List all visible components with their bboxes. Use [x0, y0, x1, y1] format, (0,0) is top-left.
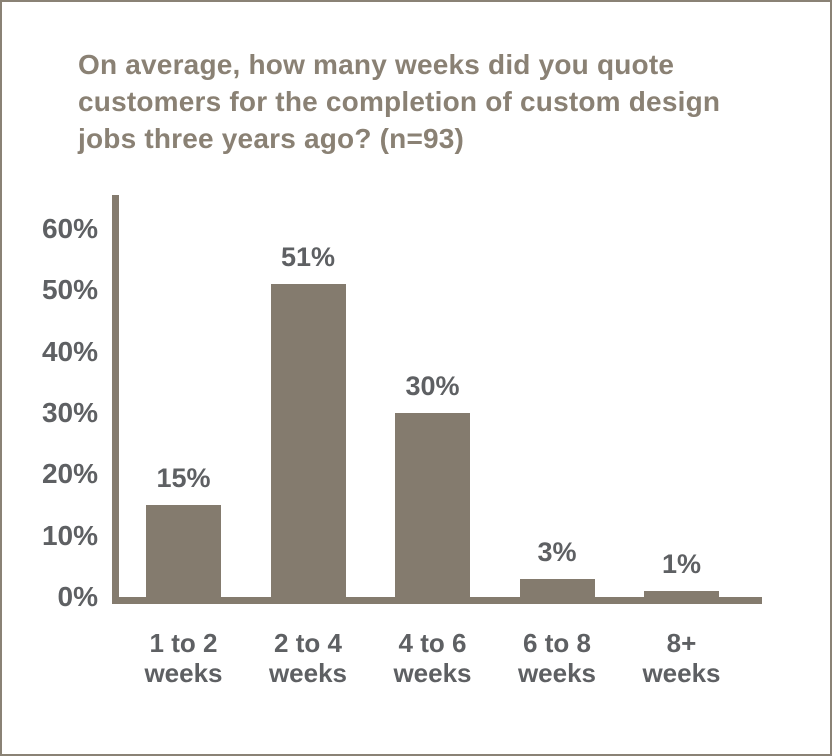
x-category-label: 6 to 8 weeks [495, 628, 619, 688]
chart-title-line-2: customers for the completion of custom d… [78, 86, 721, 117]
x-category-label: 1 to 2 weeks [122, 628, 246, 688]
bar-value-label: 1% [661, 548, 702, 579]
y-tick-label: 50% [41, 274, 98, 306]
x-category-label-line: weeks [517, 658, 597, 688]
x-category-label-line: 4 to 6 [398, 628, 467, 658]
x-category-label: 8+ weeks [620, 628, 744, 688]
bar-8plus-weeks [644, 590, 719, 597]
x-category-label-line: 8+ [666, 628, 697, 658]
bar-value-label: 15% [156, 463, 211, 493]
y-tick-label: 30% [41, 397, 98, 428]
y-tick-label: 60% [41, 213, 98, 244]
chart-title-line-3: jobs three years ago? (n=93) [78, 123, 465, 154]
y-tick-label: 20% [41, 458, 98, 490]
bar-value-label: 3% [537, 536, 577, 567]
x-category-label-line: weeks [268, 658, 348, 688]
x-category-label: 4 to 6 weeks [371, 628, 495, 688]
chart-title: On average, how many weeks did you quote… [78, 46, 720, 157]
bar-4-to-6-weeks [395, 413, 470, 597]
y-tick-label: 10% [41, 519, 98, 551]
x-category-label-line: weeks [642, 658, 721, 688]
y-tick-label: 40% [41, 335, 98, 367]
y-axis-line [112, 195, 119, 604]
x-category-label: 2 to 4 weeks [246, 628, 370, 688]
x-axis-line [112, 597, 762, 604]
bar-1-to-2-weeks [146, 505, 221, 597]
chart-title-line-1: On average, how many weeks did you quote [78, 49, 675, 80]
bar-2-to-4-weeks [270, 284, 346, 597]
y-tick-label: 0% [57, 581, 98, 612]
bar-value-label: 30% [405, 371, 460, 401]
x-category-label-line: weeks [393, 658, 472, 688]
x-category-label-line: 6 to 8 [523, 628, 591, 658]
bar-6-to-8-weeks [519, 578, 595, 597]
x-category-label-line: 1 to 2 [149, 628, 218, 658]
x-category-label-line: 2 to 4 [274, 628, 342, 658]
x-category-label-line: weeks [144, 658, 223, 688]
bar-value-label: 51% [280, 242, 336, 273]
